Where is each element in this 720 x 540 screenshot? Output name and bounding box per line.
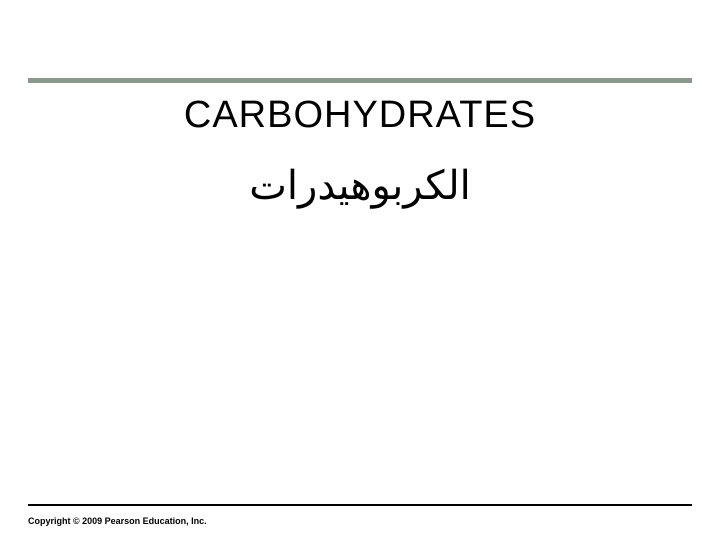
top-divider [28, 78, 692, 83]
slide-subtitle-arabic: الكربوهيدرات [0, 162, 720, 209]
slide: CARBOHYDRATES الكربوهيدرات Copyright © 2… [0, 0, 720, 540]
slide-title: CARBOHYDRATES [0, 94, 720, 137]
copyright-text: Copyright © 2009 Pearson Education, Inc. [28, 516, 207, 526]
bottom-divider [28, 504, 692, 506]
